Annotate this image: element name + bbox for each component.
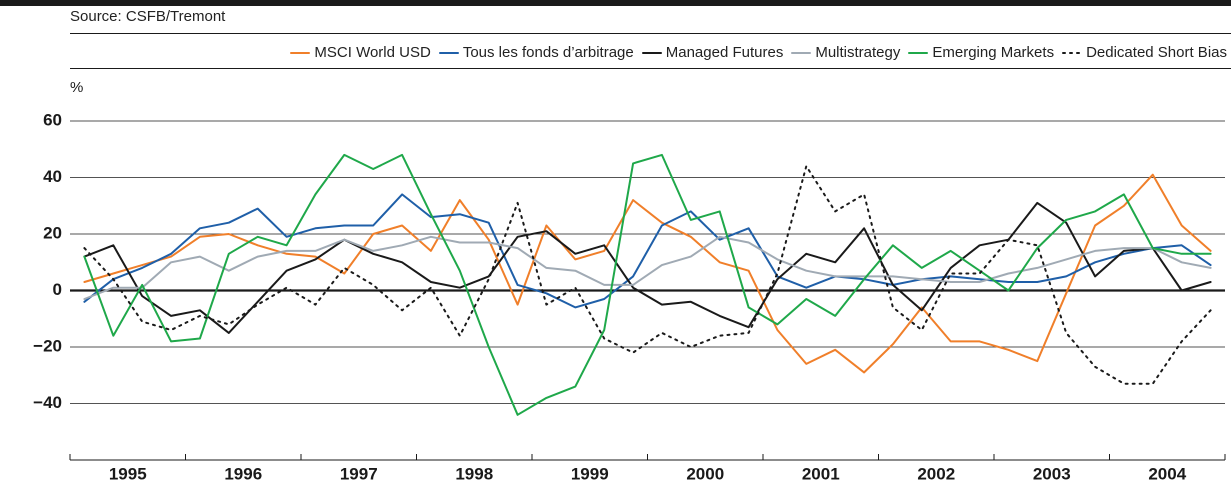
y-tick-label: −40 [33,393,62,412]
legend-label: Tous les fonds d’arbitrage [462,44,634,61]
legend-swatch [290,51,311,54]
series-line [83,201,1212,334]
legend-swatch [438,51,459,54]
y-tick-label: 0 [53,280,62,299]
legend-item: Emerging Markets [908,44,1054,61]
legend-item: Tous les fonds d’arbitrage [438,44,634,61]
y-unit: % [70,79,83,96]
legend-swatch [908,51,929,54]
x-tick-label: 1999 [571,464,609,483]
legend-item: Dedicated Short Bias [1062,44,1227,61]
rule [70,68,1231,69]
x-tick-label: 1997 [340,464,378,483]
y-tick-label: 60 [43,110,62,129]
source: Source: CSFB/Tremont [70,8,226,25]
x-tick-label: 2004 [1148,464,1186,483]
legend-label: Multistrategy [815,44,901,61]
legend-swatch [641,51,662,54]
series-line [83,193,1212,309]
series-line [83,165,1212,385]
x-tick-label: 1996 [224,464,262,483]
top-bar [0,0,1231,6]
legend-label: Emerging Markets [932,44,1055,61]
legend-item: Multistrategy [791,44,900,61]
legend-swatch [791,51,812,54]
y-tick-label: 40 [43,167,62,186]
y-tick-label: −20 [33,336,62,355]
legend-item: Managed Futures [641,44,784,61]
x-tick-label: 1998 [455,464,493,483]
legend: MSCI World USD Tous les fonds d’arbitrage… [290,44,1227,61]
legend-label: Dedicated Short Bias [1086,44,1227,61]
legend-label: MSCI World USD [314,44,431,61]
rule [70,33,1231,34]
x-tick-label: 1995 [109,464,147,483]
y-tick-label: 20 [43,223,62,242]
x-tick-label: 2000 [686,464,724,483]
x-tick-label: 2002 [917,464,955,483]
series-line [83,173,1212,374]
series-line [83,153,1212,416]
legend-label: Managed Futures [665,44,784,61]
legend-item: MSCI World USD [290,44,431,61]
legend-swatch [1062,51,1083,54]
x-tick-label: 2003 [1033,464,1071,483]
x-tick-label: 2001 [802,464,840,483]
